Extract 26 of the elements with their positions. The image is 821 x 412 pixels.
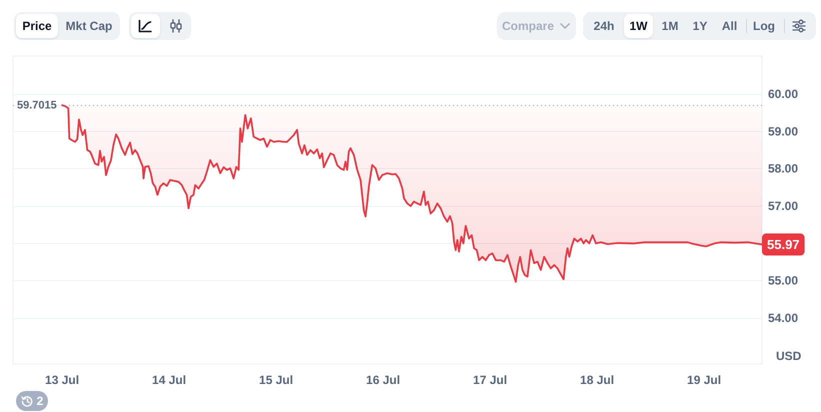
x-tick-label: 17 Jul [473,373,508,387]
y-tick-label: 57.00 [768,199,798,214]
x-tick-label: 16 Jul [366,373,400,387]
text: 1W [630,19,648,33]
x-tick-label: 14 Jul [152,373,186,387]
text: 1M [662,19,678,33]
data-label: 55.97 [767,237,800,252]
text: 1Y [692,19,708,33]
text: Compare [502,19,554,33]
text: 24h [594,19,614,33]
x-tick-label: 13 Jul [45,373,80,387]
text: Log [753,19,775,33]
text: Mkt Cap [66,19,112,33]
y-tick-label: 58.00 [768,162,798,176]
y-tick-label: 54.00 [768,311,798,326]
y-tick-label: 59.00 [768,124,798,138]
text: Price [22,19,52,33]
x-tick-label: 19 Jul [687,373,722,387]
y-tick-label: 60.00 [768,87,798,102]
y-tick-label: 55.00 [768,274,798,288]
y-axis-title: USD [776,349,802,363]
ref-line-label: 59.7015 [17,99,57,112]
text: All [722,19,738,33]
x-tick-label: 18 Jul [580,373,614,387]
text: 2 [36,394,44,408]
x-tick-label: 15 Jul [259,373,294,387]
